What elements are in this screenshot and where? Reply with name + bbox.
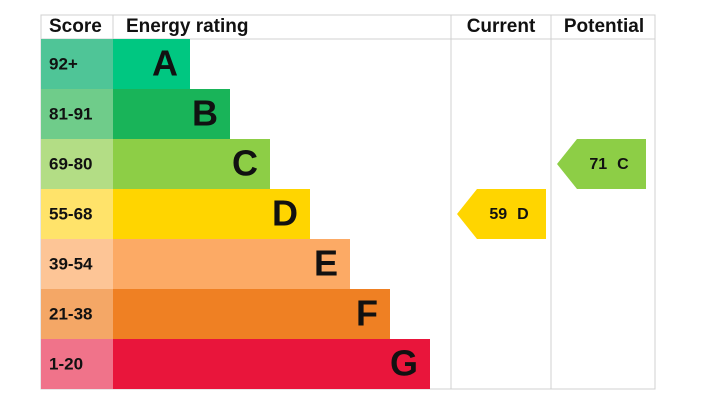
potential-letter: C [617, 156, 629, 173]
rating-bar [113, 239, 350, 289]
score-cell [41, 289, 113, 339]
score-cell [41, 89, 113, 139]
potential-arrow [557, 139, 646, 189]
score-cell [41, 189, 113, 239]
potential-value: 71 [589, 156, 607, 173]
rating-letter: E [314, 243, 338, 284]
current-label: 59 D [489, 206, 528, 223]
potential-label: 71 C [589, 156, 629, 173]
score-label: 81-91 [49, 104, 92, 123]
rating-letter: A [152, 43, 178, 84]
header-score: Score [49, 16, 102, 37]
score-label: 1-20 [49, 354, 83, 373]
rating-bar [113, 189, 310, 239]
score-label: 92+ [49, 54, 78, 73]
rating-letter: B [192, 93, 218, 134]
header-rating: Energy rating [126, 16, 248, 37]
rating-letter: G [390, 343, 418, 384]
score-label: 21-38 [49, 304, 92, 323]
score-cell [41, 239, 113, 289]
score-cell [41, 339, 113, 389]
current-letter: D [517, 206, 529, 223]
score-label: 69-80 [49, 154, 92, 173]
rating-bar [113, 39, 190, 89]
score-cell [41, 39, 113, 89]
header-potential: Potential [564, 16, 644, 37]
rating-bar [113, 289, 390, 339]
score-label: 55-68 [49, 204, 92, 223]
rating-bar [113, 139, 270, 189]
rating-bar [113, 89, 230, 139]
score-cell [41, 139, 113, 189]
score-label: 39-54 [49, 254, 93, 273]
rating-letter: C [232, 143, 258, 184]
rating-letter: D [272, 193, 298, 234]
header-current: Current [467, 16, 536, 37]
rating-bar [113, 339, 430, 389]
current-value: 59 [489, 206, 507, 223]
current-arrow [457, 189, 546, 239]
rating-letter: F [356, 293, 378, 334]
